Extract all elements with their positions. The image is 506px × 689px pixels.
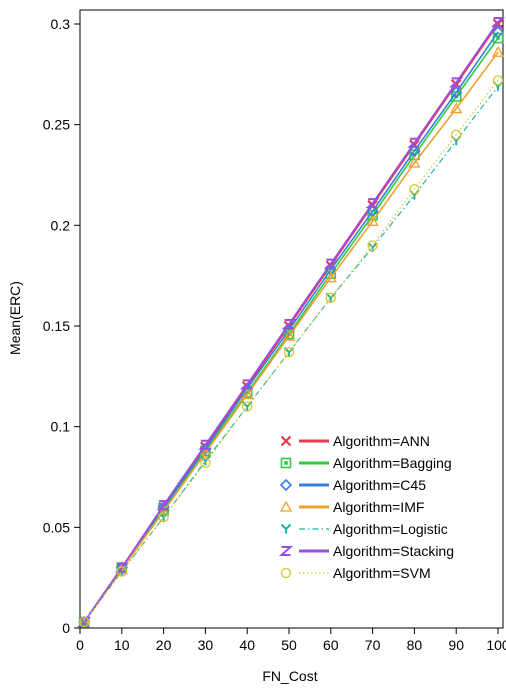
x-axis-title: FN_Cost [262,668,317,684]
legend: Algorithm=ANN Algorithm=Bagging Algorithm=… [278,433,454,581]
data-point [116,566,127,577]
data-point [199,446,212,458]
legend-label: Algorithm=Bagging [333,455,452,471]
legend-item-1: Algorithm=Bagging [280,455,452,471]
series-layer [77,16,506,629]
series-line [83,80,499,623]
series-line [83,51,499,623]
legend-item-3: Algorithm=IMF [279,499,424,515]
data-point [241,388,254,400]
legend-marker [279,500,293,512]
data-point [200,455,211,466]
legend-marker [280,567,292,579]
data-point [157,504,170,516]
data-point [490,16,506,27]
axes: 0 10 20 30 40 50 60 70 80 90 100 0 0.05 0.1 0.15 0.2 0.2… [43,9,506,653]
data-point [450,102,463,114]
data-point [240,379,255,390]
data-point [282,329,296,341]
x-tick-label: 90 [448,637,464,653]
x-tick-label: 0 [76,637,84,653]
legend-label: Algorithm=Stacking [333,543,454,559]
legend-item-6: Algorithm=SVM [280,565,431,581]
y-tick-label: 0.05 [43,519,70,535]
data-point [366,214,379,226]
legend-marker [280,435,292,447]
legend-label: Algorithm=C45 [333,477,426,493]
data-point [450,86,463,99]
series-3 [78,45,505,627]
y-tick-label: 0.15 [43,318,70,334]
legend-item-2: Algorithm=C45 [279,477,426,493]
x-tick-label: 40 [239,637,255,653]
data-point [491,25,505,39]
x-tick-label: 60 [323,637,339,653]
data-point [198,439,213,450]
legend-label: Algorithm=ANN [333,433,430,449]
x-tick-label: 80 [407,637,423,653]
legend-marker [278,546,294,556]
data-point [408,144,421,157]
data-point [156,500,171,511]
data-point [242,401,253,412]
data-point [365,198,380,209]
legend-label: Algorithm=Logistic [333,521,448,537]
x-tick-label: 10 [114,637,130,653]
y-tick-label: 0.3 [51,16,71,32]
data-point [158,512,169,523]
x-tick-label: 70 [365,637,381,653]
plot-frame [79,9,504,629]
data-point [200,457,211,469]
legend-item-4: Algorithm=Logistic [280,521,448,537]
legend-item-0: Algorithm=ANN [280,433,430,449]
y-axis-title: Mean(ERC) [7,281,23,355]
data-point [324,271,337,283]
legend-marker [280,457,292,469]
data-point [409,183,420,195]
data-point [281,318,297,329]
y-tick-label: 0 [62,620,70,636]
data-point [325,292,336,303]
data-point [323,258,338,269]
data-point [367,240,378,251]
data-point [283,346,295,357]
series-line [83,86,499,623]
y-tick-label: 0.2 [51,217,71,233]
legend-marker [280,523,292,534]
x-tick-label: 50 [281,637,297,653]
series-6 [79,75,504,628]
data-point [449,77,464,88]
x-tick-label: 20 [156,637,172,653]
data-point [491,45,505,57]
data-point [407,137,422,148]
x-tick-label: 100 [486,637,506,653]
data-point [408,156,421,168]
y-tick-label: 0.1 [51,419,71,435]
legend-label: Algorithm=IMF [333,499,424,515]
legend-label: Algorithm=SVM [333,565,431,581]
y-tick-label: 0.25 [43,117,70,133]
data-point [492,75,504,86]
data-point [451,129,462,140]
x-tick-label: 30 [198,637,214,653]
data-point [79,616,90,628]
legend-marker [279,478,293,492]
data-point [283,347,295,358]
legend-item-5: Algorithm=Stacking [278,543,454,559]
